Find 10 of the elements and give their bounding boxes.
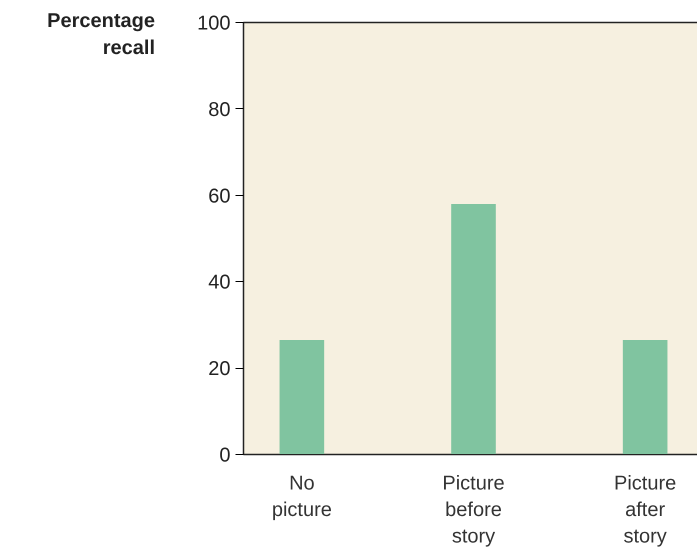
- y-tick-label: 20: [208, 358, 231, 380]
- y-tick-label: 100: [197, 12, 231, 34]
- y-axis-title: Percentage recall: [47, 9, 155, 61]
- x-tick-label: Picture after story: [614, 472, 676, 548]
- y-tick-label: 40: [208, 272, 231, 294]
- y-tick-label: 80: [208, 98, 231, 121]
- x-tick-label: No picture: [272, 472, 332, 521]
- y-tick-label: 60: [208, 185, 231, 208]
- y-tick-label: 0: [219, 444, 230, 466]
- x-tick-label: Picture before story: [442, 472, 505, 548]
